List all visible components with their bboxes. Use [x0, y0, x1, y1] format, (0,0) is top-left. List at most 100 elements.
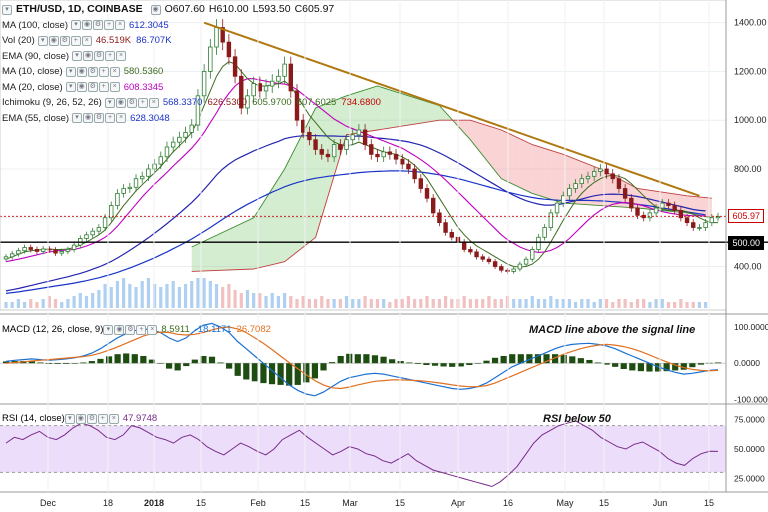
- gear-icon[interactable]: ⚙: [59, 35, 70, 46]
- indicator-controls[interactable]: ▾ ◉ ⚙ + ×: [72, 51, 127, 62]
- x-tick-label: 15: [704, 498, 714, 508]
- plus-icon[interactable]: +: [70, 35, 81, 46]
- eye-icon[interactable]: ◉: [115, 97, 126, 108]
- eye-icon[interactable]: ◉: [76, 82, 87, 93]
- plus-icon[interactable]: +: [105, 113, 116, 124]
- plus-icon[interactable]: +: [104, 20, 114, 31]
- ichimoku-cloud-segment: [327, 100, 335, 197]
- gear-icon[interactable]: ⚙: [94, 113, 105, 124]
- volume-bar: [196, 278, 200, 308]
- plus-icon[interactable]: +: [98, 66, 109, 77]
- eye-icon[interactable]: ◉: [76, 66, 87, 77]
- gear-icon[interactable]: ⚙: [86, 413, 97, 424]
- eye-icon[interactable]: ◉: [82, 20, 92, 31]
- macd-histogram-bar: [603, 363, 610, 365]
- candle-body: [622, 188, 628, 199]
- close-icon[interactable]: ×: [147, 324, 158, 335]
- candle-body: [369, 144, 374, 155]
- indicator-name: MA (10, close): [2, 66, 63, 77]
- plus-icon[interactable]: +: [105, 51, 116, 62]
- macd-histogram-bar: [509, 354, 516, 364]
- x-tick-label: Apr: [451, 498, 465, 508]
- indicator-controls[interactable]: ▾ ◉ ⚙ + ×: [65, 82, 120, 93]
- macd-histogram-bar: [217, 362, 224, 364]
- macd-histogram-bar: [346, 353, 353, 364]
- candle-body: [480, 256, 485, 260]
- close-icon[interactable]: ×: [148, 97, 159, 108]
- plus-icon[interactable]: +: [137, 97, 148, 108]
- eye-icon-controls[interactable]: ◉: [150, 4, 161, 15]
- macd-histogram-bar: [63, 363, 70, 364]
- indicator-name: Ichimoku (9, 26, 52, 26): [2, 97, 102, 108]
- eye-icon[interactable]: ◉: [48, 35, 59, 46]
- menu-icon[interactable]: ▾: [103, 324, 114, 335]
- macd-histogram-bar: [200, 355, 207, 364]
- volume-bar: [190, 281, 194, 308]
- indicator-controls[interactable]: ▾ ◉ ⚙ + ×: [65, 66, 120, 77]
- close-icon[interactable]: ×: [116, 113, 127, 124]
- candle-body: [3, 256, 9, 260]
- candle-body: [610, 173, 615, 180]
- gear-icon[interactable]: ⚙: [87, 66, 98, 77]
- candle-body: [561, 195, 566, 204]
- volume-bar: [22, 302, 27, 308]
- gear-icon[interactable]: ⚙: [125, 324, 136, 335]
- macd-histogram-bar: [466, 363, 473, 366]
- macd-histogram-bar: [637, 363, 644, 372]
- indicator-value: 607.6025: [296, 97, 337, 108]
- gear-icon[interactable]: ⚙: [93, 20, 103, 31]
- menu-icon[interactable]: ▾: [64, 413, 75, 424]
- candle-body: [133, 178, 139, 188]
- volume-bar: [543, 299, 547, 308]
- ichimoku-cloud-segment: [550, 150, 558, 202]
- macd-histogram-bar: [354, 354, 361, 364]
- close-icon[interactable]: ×: [116, 51, 127, 62]
- indicator-controls[interactable]: ▾ ◉ ⚙ + ×: [37, 35, 92, 46]
- indicator-controls[interactable]: ▾ ◉ ⚙ + ×: [64, 413, 119, 424]
- collapse-icon[interactable]: ▾: [2, 4, 12, 15]
- menu-icon[interactable]: ▾: [65, 82, 76, 93]
- volume-bar: [53, 299, 58, 308]
- macd-histogram-bar: [320, 363, 327, 371]
- candle-body: [208, 46, 213, 72]
- close-icon[interactable]: ×: [109, 66, 120, 77]
- close-icon[interactable]: ×: [108, 413, 119, 424]
- menu-icon[interactable]: ▾: [72, 51, 83, 62]
- plus-icon[interactable]: +: [98, 82, 109, 93]
- indicator-controls[interactable]: ▾ ◉ ⚙ + ×: [72, 113, 127, 124]
- candle-body: [170, 141, 176, 148]
- gear-icon[interactable]: ⚙: [94, 51, 105, 62]
- gear-icon[interactable]: ⚙: [87, 82, 98, 93]
- menu-icon[interactable]: ▾: [71, 20, 81, 31]
- volume-bar: [202, 278, 206, 308]
- menu-icon[interactable]: ▾: [72, 113, 83, 124]
- ichimoku-cloud-segment: [315, 105, 322, 238]
- candle-body: [59, 251, 64, 254]
- gear-icon[interactable]: ⚙: [126, 97, 137, 108]
- menu-icon[interactable]: ▾: [65, 66, 76, 77]
- eye-icon[interactable]: ◉: [150, 4, 161, 15]
- close-icon[interactable]: ×: [81, 35, 92, 46]
- eye-icon[interactable]: ◉: [83, 51, 94, 62]
- menu-icon[interactable]: ▾: [104, 97, 115, 108]
- eye-icon[interactable]: ◉: [83, 113, 94, 124]
- indicator-controls[interactable]: ▾ ◉ ⚙ + ×: [103, 324, 158, 335]
- ichimoku-cloud-segment: [408, 95, 415, 126]
- indicator-controls[interactable]: ▾ ◉ ⚙ + ×: [71, 20, 125, 31]
- macd-histogram-bar: [208, 356, 216, 364]
- indicator-value: 628.3048: [130, 112, 170, 124]
- eye-icon[interactable]: ◉: [75, 413, 86, 424]
- plus-icon[interactable]: +: [136, 324, 147, 335]
- menu-icon[interactable]: ▾: [37, 35, 48, 46]
- close-icon[interactable]: ×: [115, 20, 125, 31]
- candle-body: [666, 202, 671, 206]
- ichimoku-cloud-segment: [544, 148, 551, 200]
- symbol-header: ▾ ETH/USD, 1D, COINBASE ◉ O607.60 H610.0…: [2, 2, 386, 18]
- candle-body: [232, 56, 238, 77]
- symbol-controls[interactable]: ▾: [2, 4, 12, 15]
- eye-icon[interactable]: ◉: [114, 324, 125, 335]
- indicator-controls[interactable]: ▾ ◉ ⚙ + ×: [104, 97, 159, 108]
- ichimoku-cloud-segment: [235, 223, 242, 270]
- plus-icon[interactable]: +: [97, 413, 108, 424]
- close-icon[interactable]: ×: [109, 82, 120, 93]
